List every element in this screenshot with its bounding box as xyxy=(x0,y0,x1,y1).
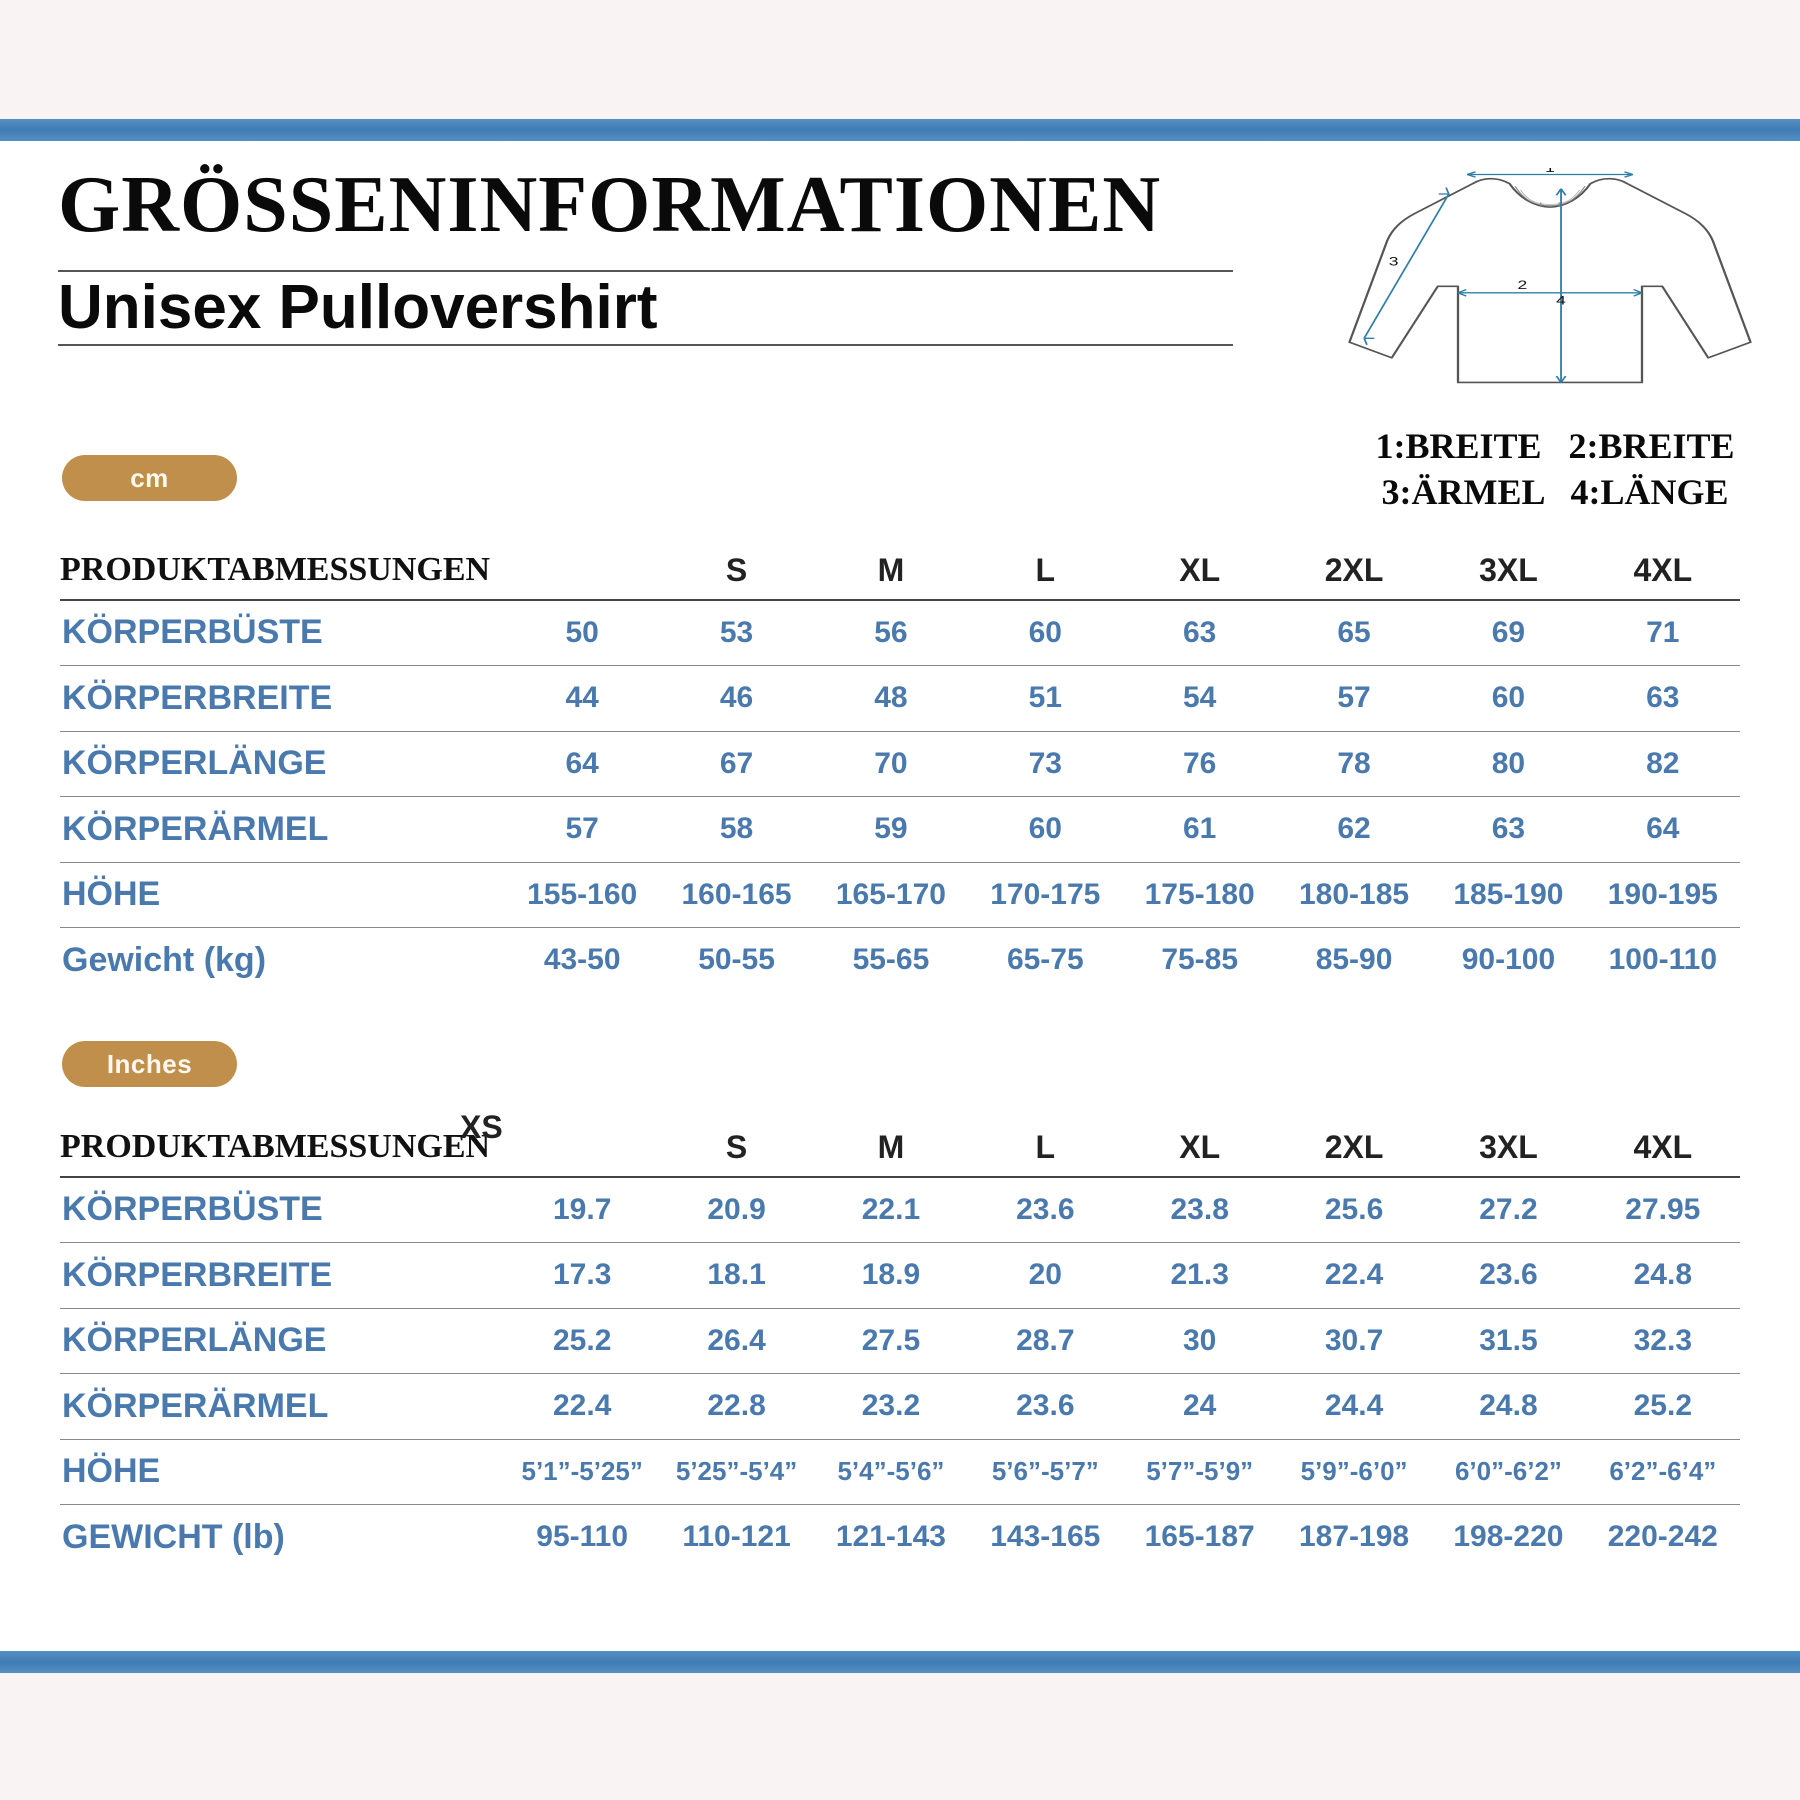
svg-text:1: 1 xyxy=(1545,168,1555,175)
svg-text:3: 3 xyxy=(1389,255,1399,269)
svg-text:4: 4 xyxy=(1556,294,1566,308)
svg-text:2: 2 xyxy=(1518,278,1528,292)
